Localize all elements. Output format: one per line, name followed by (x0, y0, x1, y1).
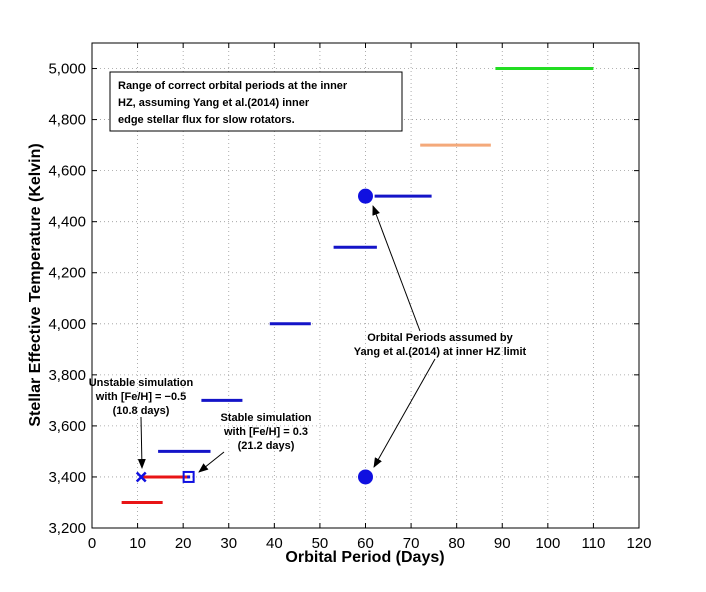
assumed-period-point (358, 188, 373, 204)
x-tick-label: 50 (312, 535, 329, 552)
stable-annotation-line-3: (21.2 days) (238, 440, 295, 452)
y-tick-label: 3,800 (48, 367, 86, 384)
x-tick-label: 0 (88, 535, 96, 552)
x-tick-label: 40 (266, 535, 283, 552)
x-tick-label: 20 (175, 535, 192, 552)
stable-annotation-line-1: Stable simulation (220, 412, 311, 424)
x-tick-label: 60 (357, 535, 374, 552)
stable-marker (182, 470, 195, 483)
unstable-annotation-line-1: Unstable simulation (89, 377, 194, 389)
axis-ticks: 0 10 20 30 40 50 60 70 80 90 100 110 120 3,200 3,400 3,… (48, 43, 652, 552)
legend-text-line-3: edge stellar flux for slow rotators. (118, 114, 295, 126)
x-tick-label: 80 (448, 535, 465, 552)
stable-marker-center (187, 475, 191, 479)
x-tick-label: 30 (220, 535, 237, 552)
unstable-annotation-line-2: with [Fe/H] = −0.5 (95, 391, 186, 403)
y-tick-label: 4,800 (48, 112, 86, 129)
x-tick-label: 90 (494, 535, 511, 552)
markers (135, 188, 373, 485)
legend-text-line-1: Range of correct orbital periods at the … (118, 80, 348, 92)
y-tick-label: 3,200 (48, 520, 86, 537)
y-axis-label: Stellar Effective Temperature (Kelvin) (27, 143, 44, 426)
y-tick-label: 3,400 (48, 469, 86, 486)
assumed-period-point (358, 469, 373, 485)
unstable-annotation-line-3: (10.8 days) (113, 405, 170, 417)
legend-text-line-2: HZ, assuming Yang et al.(2014) inner (118, 97, 310, 109)
y-tick-label: 4,400 (48, 214, 86, 231)
stable-arrow (198, 451, 225, 473)
legend-box (109, 71, 403, 132)
unstable-arrow (137, 416, 146, 469)
period-ranges (121, 67, 594, 504)
y-tick-label: 3,600 (48, 418, 86, 435)
x-tick-label: 10 (129, 535, 146, 552)
x-tick-label: 110 (581, 535, 605, 552)
assumed-annotation-line-1: Orbital Periods assumed by (367, 332, 513, 344)
y-tick-label: 4,000 (48, 316, 86, 333)
assumed-annotation-line-2: Yang et al.(2014) at inner HZ limit (354, 346, 527, 358)
x-tick-label: 120 (626, 535, 651, 552)
assumed-arrow-lower (373, 358, 436, 468)
x-tick-label: 70 (403, 535, 420, 552)
assumed-arrow-upper (372, 205, 421, 332)
x-axis-label: Orbital Period (Days) (285, 549, 444, 566)
y-tick-label: 5,000 (48, 61, 86, 78)
y-tick-label: 4,200 (48, 265, 86, 282)
unstable-marker (135, 471, 147, 483)
plot-frame (91, 42, 640, 529)
y-tick-label: 4,600 (48, 163, 86, 180)
x-tick-label: 100 (535, 535, 560, 552)
stable-annotation-line-2: with [Fe/H] = 0.3 (223, 426, 308, 438)
